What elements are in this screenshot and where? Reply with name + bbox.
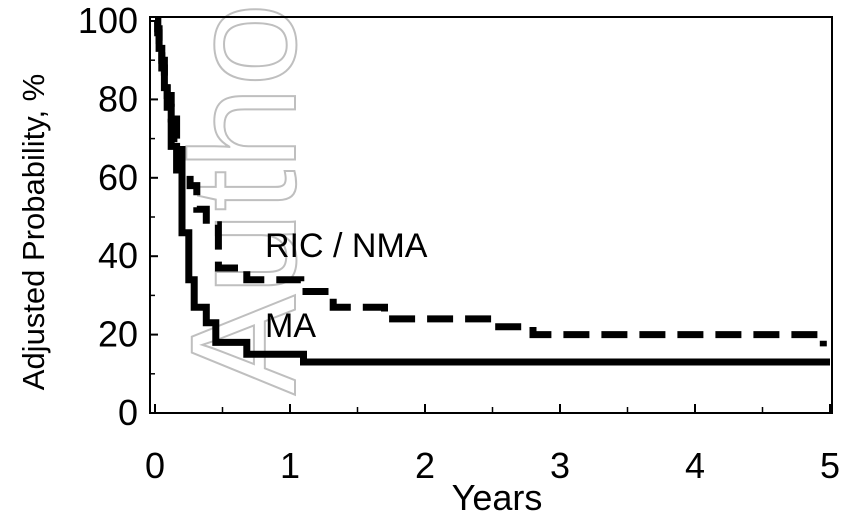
plot-frame [149, 16, 833, 414]
x-tick-label: 5 [820, 445, 840, 486]
series-label-ric-nma: RIC / NMA [265, 227, 428, 265]
watermark: Author M [159, 0, 327, 395]
x-tick-label: 4 [685, 445, 705, 486]
y-axis-title: Adjusted Probability, % [16, 74, 51, 390]
series-label-ma: MA [265, 307, 316, 345]
series-line-ma [154, 17, 830, 366]
y-tick-label: 40 [98, 235, 138, 276]
series-labels: RIC / NMA MA [265, 227, 428, 345]
x-tick-label: 1 [280, 445, 300, 486]
axes: 0 20 40 60 80 100 0 1 2 3 4 5 [78, 0, 840, 486]
y-tick-label: 60 [98, 157, 138, 198]
y-tick-label: 20 [98, 314, 138, 355]
series-layer [154, 17, 830, 366]
x-axis-title: Years [452, 477, 543, 518]
y-tick-label: 100 [78, 0, 138, 41]
y-tick-label: 0 [118, 392, 138, 433]
y-tick-label: 80 [98, 78, 138, 119]
x-tick-label: 2 [415, 445, 435, 486]
x-tick-label: 3 [550, 445, 570, 486]
x-tick-label: 0 [145, 445, 165, 486]
